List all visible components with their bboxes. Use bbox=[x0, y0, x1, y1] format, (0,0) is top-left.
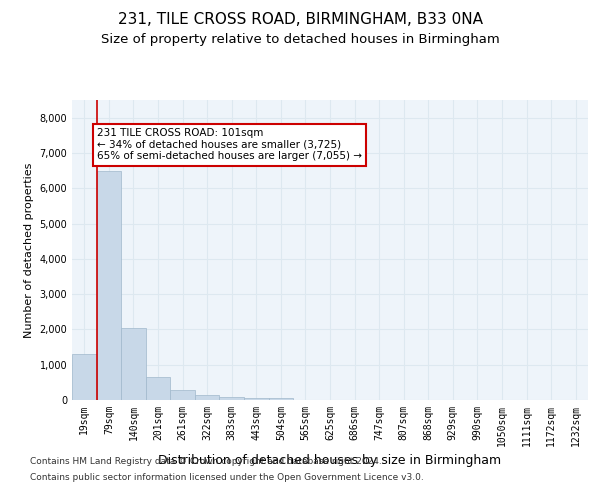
Bar bbox=[195, 395, 220, 400]
Text: 231 TILE CROSS ROAD: 101sqm
← 34% of detached houses are smaller (3,725)
65% of : 231 TILE CROSS ROAD: 101sqm ← 34% of det… bbox=[97, 128, 362, 162]
Bar bbox=[244, 398, 269, 400]
Y-axis label: Number of detached properties: Number of detached properties bbox=[24, 162, 34, 338]
Text: 231, TILE CROSS ROAD, BIRMINGHAM, B33 0NA: 231, TILE CROSS ROAD, BIRMINGHAM, B33 0N… bbox=[118, 12, 482, 28]
Text: Contains public sector information licensed under the Open Government Licence v3: Contains public sector information licen… bbox=[30, 472, 424, 482]
Bar bbox=[170, 390, 195, 400]
Bar bbox=[97, 170, 121, 400]
Bar bbox=[146, 377, 170, 400]
X-axis label: Distribution of detached houses by size in Birmingham: Distribution of detached houses by size … bbox=[158, 454, 502, 468]
Text: Contains HM Land Registry data © Crown copyright and database right 2024.: Contains HM Land Registry data © Crown c… bbox=[30, 458, 382, 466]
Bar bbox=[220, 397, 244, 400]
Bar bbox=[72, 354, 97, 400]
Text: Size of property relative to detached houses in Birmingham: Size of property relative to detached ho… bbox=[101, 32, 499, 46]
Bar bbox=[121, 328, 146, 400]
Bar bbox=[269, 398, 293, 400]
